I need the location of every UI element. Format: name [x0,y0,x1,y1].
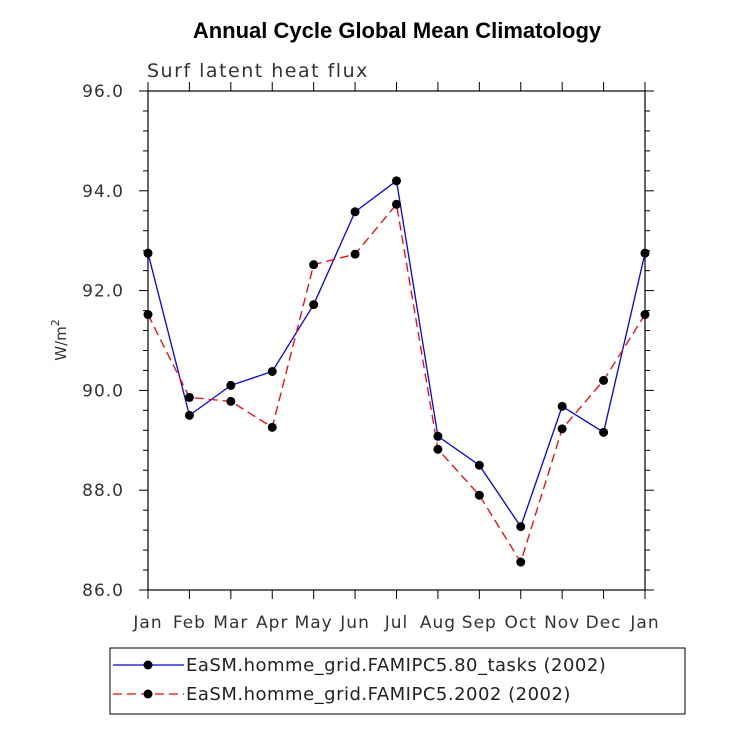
series-1-point [350,207,360,217]
series-2-point [640,310,650,320]
x-tick-label: Aug [420,613,456,633]
y-tick-label: 86.0 [82,581,124,601]
series-1-point [640,248,650,258]
series-2-point [184,392,194,402]
x-tick-label: Oct [505,613,537,633]
y-tick-label: 90.0 [82,381,124,401]
series-1-point [474,460,484,470]
series-1-point [143,248,153,258]
plot-frame [147,90,646,591]
x-tick-label: Dec [586,613,622,633]
x-tick-label: Nov [544,613,580,633]
series-1-point [516,522,526,532]
x-tick-label: Jul [384,613,409,633]
series-2-point [350,249,360,259]
series-1-point [184,410,194,420]
x-tick-label: Mar [213,613,248,633]
x-tick-label: Apr [256,613,288,633]
legend: EaSM.homme_grid.FAMIPC5.80_tasks (2002) E… [109,647,686,715]
y-tick-label: 88.0 [82,481,124,501]
x-tick-label: Jun [339,613,370,633]
series-2-point [557,424,567,434]
series-line-1 [147,179,646,529]
series-2-point [309,260,319,270]
series-line-2 [147,202,646,564]
legend-swatch-marker-2 [143,689,153,699]
legend-label-2: EaSM.homme_grid.FAMIPC5.2002 (2002) [186,684,571,705]
series-2-point [474,490,484,500]
series-1-point [267,366,277,376]
legend-box [109,647,686,715]
series-layer [143,176,650,567]
series-1-point [599,427,609,437]
y-tick-label: 96.0 [82,82,124,102]
legend-label-1: EaSM.homme_grid.FAMIPC5.80_tasks (2002) [186,655,606,676]
x-tick-label: May [295,613,333,633]
x-tick-label: Feb [173,613,206,633]
series-2-point [433,444,443,454]
series-1-point [309,300,319,310]
x-tick-label: Jan [629,613,659,633]
series-2-point [226,396,236,406]
series-2-point [143,310,153,320]
chart-subtitle: Surf latent heat flux [147,60,369,82]
series-1-point [557,401,567,411]
x-tick-label: Sep [462,613,497,633]
legend-swatch-marker-1 [143,660,153,670]
y-axis-label: W/m2 [49,319,70,361]
chart-title: Annual Cycle Global Mean Climatology [193,18,602,43]
series-1-point [392,176,401,186]
y-tick-label: 94.0 [82,182,124,202]
series-1-point [226,380,236,390]
series-1-point [433,431,443,441]
x-tick-label: Jan [132,613,162,633]
axes: 86.0 88.0 90.0 92.0 94.0 96.0 Jan Feb Mar Apr May J… [49,82,659,633]
series-2-point [392,199,401,209]
y-tick-label: 92.0 [82,282,124,302]
series-2-point [267,422,277,432]
series-2-point [599,375,609,385]
series-2-point [516,557,526,567]
